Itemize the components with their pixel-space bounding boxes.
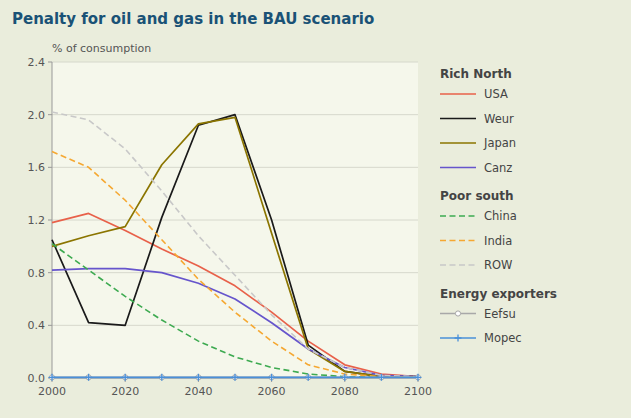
marker [85,374,92,381]
tick-label: 1.2 [28,214,46,227]
legend-label: Weur [484,112,514,126]
tick-label: 2100 [404,385,432,398]
marker [232,374,239,381]
legend-label: ROW [484,258,512,272]
x-axis: 2000 2020 2040 2060 2080 2100 [38,378,432,398]
line [52,244,418,377]
tick-mark [48,272,52,273]
title: Penalty for oil and gas in the BAU scena… [12,10,374,28]
marker [196,375,201,380]
y-axis-label: % of consumption [52,42,151,55]
series [49,374,422,381]
plot-area [49,112,422,381]
chart: Penalty for oil and gas in the BAU scena… [0,0,631,418]
tick-mark [48,325,52,326]
legend-label: USA [484,87,508,101]
series [52,112,418,377]
legend-label: China [484,209,517,223]
series [52,152,418,377]
tick-mark [48,62,52,63]
tick-label: 0.8 [28,267,46,280]
legend-marker [455,335,462,342]
marker [122,374,129,381]
tick-label: 2.4 [28,56,46,69]
series [52,213,418,376]
tick-label: 1.6 [28,161,46,174]
legend-swatch [440,118,476,120]
line [52,112,418,377]
tick-label: 0.4 [28,319,46,332]
tick-label: 2020 [111,385,139,398]
series [49,375,420,380]
legend-swatch [440,93,476,95]
grid-line [52,272,418,273]
marker [86,375,91,380]
legend-swatch [440,167,476,169]
marker [49,375,54,380]
legend-header: Poor south [440,189,514,203]
marker [269,375,274,380]
line [52,115,418,377]
marker [232,375,237,380]
line [52,117,418,376]
grid-line [52,220,418,221]
legend-label: India [484,234,512,248]
plot-background [52,62,418,378]
series [52,244,418,377]
tick-label: 2080 [331,385,359,398]
legend-swatch [440,215,476,217]
marker [379,375,384,380]
marker [158,374,165,381]
marker [195,374,202,381]
marker [415,374,422,381]
marker [49,374,56,381]
marker [268,374,275,381]
y-axis: 0.0 0.4 0.8 1.2 1.6 2.0 2.4 [28,56,419,385]
tick-mark [48,220,52,221]
y-axis-line [52,62,53,378]
marker [341,374,348,381]
tick-label: 0.0 [28,372,46,385]
legend-label: Canz [484,161,512,175]
legend-header: Energy exporters [440,287,557,301]
legend-label: Japan [483,136,516,150]
tick-mark [48,167,52,168]
tick-label: 2000 [38,385,66,398]
legend-swatch [440,264,476,266]
legend-header: Rich North [440,67,512,81]
legend-label: Mopec [484,331,522,345]
series [52,269,418,377]
tick-mark [48,114,52,115]
background [0,0,631,418]
marker [378,374,385,381]
legend: Rich North USA Weur Japan Canz Poor south Chin… [440,67,557,345]
grid-line [52,62,418,63]
legend-label: Eefsu [484,307,516,321]
tick-label: 2.0 [28,109,46,122]
marker [306,375,311,380]
marker [342,375,347,380]
tick-label: 2040 [184,385,212,398]
tick-label: 2060 [258,385,286,398]
marker [305,374,312,381]
series [52,117,418,376]
series [52,115,418,377]
legend-marker [455,311,460,316]
marker [159,375,164,380]
line [52,213,418,376]
line [52,269,418,377]
grid-line [52,167,418,168]
legend-swatch [440,240,476,242]
legend-swatch [440,142,476,144]
marker [415,375,420,380]
grid-line [52,325,418,326]
line [52,152,418,377]
marker [123,375,128,380]
